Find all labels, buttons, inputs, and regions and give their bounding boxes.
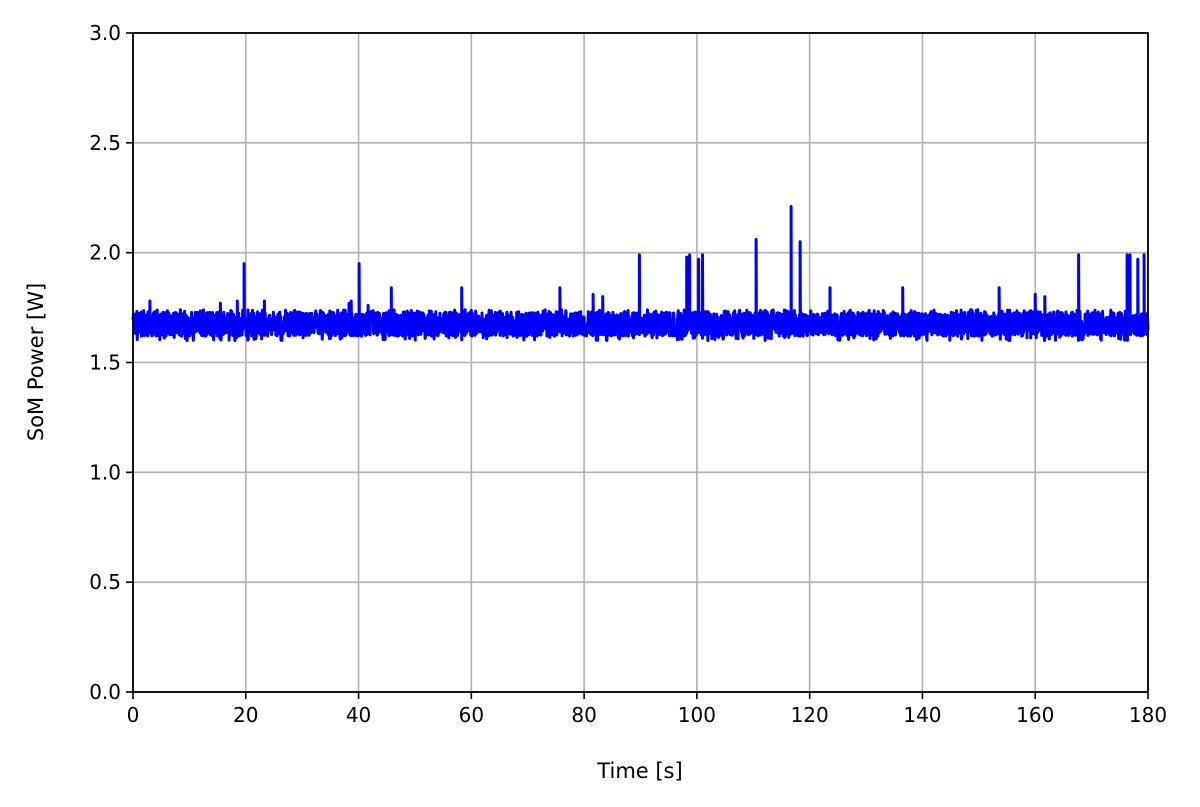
x-axis-label: Time [s] [596, 759, 682, 783]
x-tick-label: 140 [903, 703, 941, 727]
x-tick-label: 100 [678, 703, 716, 727]
x-tick-label: 60 [459, 703, 484, 727]
y-axis-label: SoM Power [W] [24, 283, 48, 441]
x-tick-label: 160 [1016, 703, 1054, 727]
x-tick-label: 40 [346, 703, 371, 727]
series-line-group [131, 205, 1150, 342]
x-tick-label: 180 [1129, 703, 1167, 727]
y-tick-label: 0.5 [89, 570, 121, 594]
grid [132, 32, 1149, 693]
y-tick-label: 2.5 [89, 131, 121, 155]
power-series-line [131, 205, 1150, 342]
x-tick-label: 80 [571, 703, 596, 727]
y-tick-label: 2.0 [89, 241, 121, 265]
x-tick-label: 0 [127, 703, 140, 727]
y-tick-label: 1.0 [89, 460, 121, 484]
y-tick-label: 1.5 [89, 351, 121, 375]
x-tick-label: 20 [233, 703, 258, 727]
y-tick-label: 3.0 [89, 21, 121, 45]
y-tick-label: 0.0 [89, 680, 121, 704]
x-tick-label: 120 [791, 703, 829, 727]
ticks: 0 20 40 60 80 100 120 140 160 180 0.0 0.5 1.0 1.5 2.0 2… [89, 21, 1167, 727]
